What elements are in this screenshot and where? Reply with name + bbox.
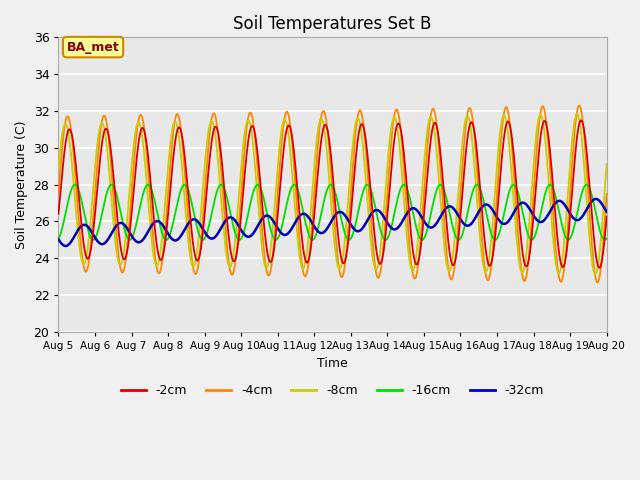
Legend: -2cm, -4cm, -8cm, -16cm, -32cm: -2cm, -4cm, -8cm, -16cm, -32cm [116,379,549,402]
Text: BA_met: BA_met [67,41,120,54]
Title: Soil Temperatures Set B: Soil Temperatures Set B [234,15,432,33]
X-axis label: Time: Time [317,357,348,370]
Y-axis label: Soil Temperature (C): Soil Temperature (C) [15,120,28,249]
